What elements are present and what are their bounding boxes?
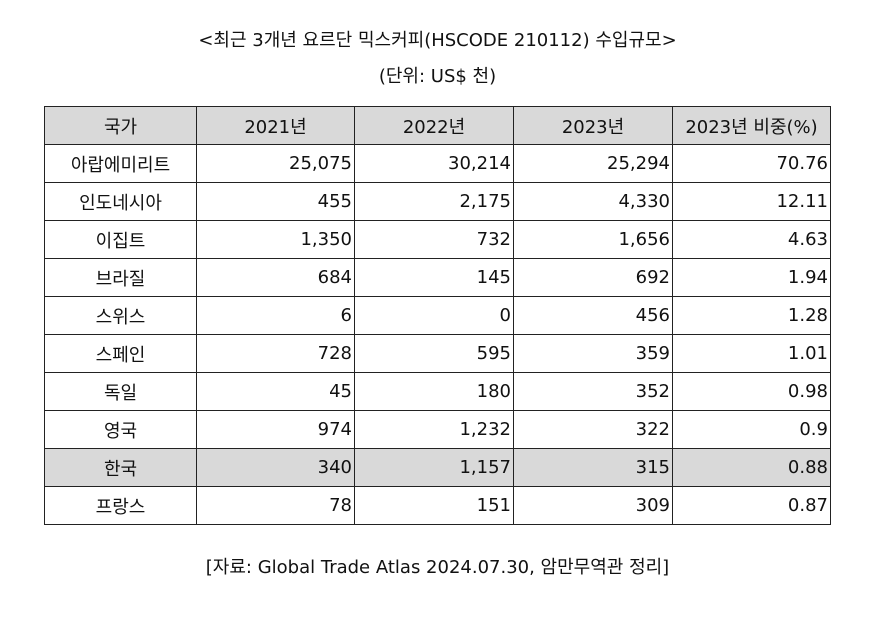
- header-2023: 2023년: [513, 106, 673, 145]
- table-row: 영국 974 1,232 322 0.9: [44, 410, 831, 449]
- import-table: 국가 2021년 2022년 2023년 2023년 비중(%) 아랍에미리트 …: [44, 106, 831, 525]
- value-2023-cell: 322: [513, 410, 673, 449]
- table-row: 프랑스 78 151 309 0.87: [44, 486, 831, 525]
- value-2022-cell: 145: [354, 258, 514, 297]
- country-cell: 한국: [44, 448, 197, 487]
- value-2023-cell: 692: [513, 258, 673, 297]
- page-title: <최근 3개년 요르단 믹스커피(HSCODE 210112) 수입규모>: [198, 30, 677, 51]
- value-2022-cell: 732: [354, 220, 514, 259]
- value-2021-cell: 684: [196, 258, 355, 297]
- value-2022-cell: 180: [354, 372, 514, 411]
- value-2022-cell: 151: [354, 486, 514, 525]
- header-2021: 2021년: [196, 106, 355, 145]
- table-row: 스위스 6 0 456 1.28: [44, 296, 831, 335]
- table-row: 스페인 728 595 359 1.01: [44, 334, 831, 373]
- value-2021-cell: 25,075: [196, 144, 355, 183]
- value-2021-cell: 728: [196, 334, 355, 373]
- value-2023-cell: 456: [513, 296, 673, 335]
- value-2021-cell: 6: [196, 296, 355, 335]
- value-2022-cell: 2,175: [354, 182, 514, 221]
- value-2023-cell: 1,656: [513, 220, 673, 259]
- unit-caption: (단위: US$ 천): [378, 66, 497, 87]
- share-cell: 0.98: [672, 372, 831, 411]
- value-2023-cell: 352: [513, 372, 673, 411]
- table-row: 아랍에미리트 25,075 30,214 25,294 70.76: [44, 144, 831, 183]
- value-2023-cell: 309: [513, 486, 673, 525]
- value-2021-cell: 974: [196, 410, 355, 449]
- value-2022-cell: 1,157: [354, 448, 514, 487]
- value-2022-cell: 595: [354, 334, 514, 373]
- country-cell: 아랍에미리트: [44, 144, 197, 183]
- table-header-row: 국가 2021년 2022년 2023년 2023년 비중(%): [44, 106, 831, 145]
- header-share-2023: 2023년 비중(%): [672, 106, 831, 145]
- country-cell: 스페인: [44, 334, 197, 373]
- share-cell: 0.87: [672, 486, 831, 525]
- value-2022-cell: 1,232: [354, 410, 514, 449]
- country-cell: 인도네시아: [44, 182, 197, 221]
- value-2021-cell: 340: [196, 448, 355, 487]
- share-cell: 4.63: [672, 220, 831, 259]
- country-cell: 독일: [44, 372, 197, 411]
- share-cell: 70.76: [672, 144, 831, 183]
- value-2023-cell: 359: [513, 334, 673, 373]
- value-2021-cell: 455: [196, 182, 355, 221]
- value-2022-cell: 0: [354, 296, 514, 335]
- country-cell: 이집트: [44, 220, 197, 259]
- value-2021-cell: 45: [196, 372, 355, 411]
- table-row: 브라질 684 145 692 1.94: [44, 258, 831, 297]
- share-cell: 0.9: [672, 410, 831, 449]
- table-row: 독일 45 180 352 0.98: [44, 372, 831, 411]
- header-2022: 2022년: [354, 106, 514, 145]
- value-2021-cell: 1,350: [196, 220, 355, 259]
- share-cell: 1.28: [672, 296, 831, 335]
- country-cell: 영국: [44, 410, 197, 449]
- value-2022-cell: 30,214: [354, 144, 514, 183]
- share-cell: 12.11: [672, 182, 831, 221]
- table-row: 이집트 1,350 732 1,656 4.63: [44, 220, 831, 259]
- table-row-highlighted: 한국 340 1,157 315 0.88: [44, 448, 831, 487]
- header-country: 국가: [44, 106, 197, 145]
- source-note: [자료: Global Trade Atlas 2024.07.30, 암만무역…: [205, 557, 670, 578]
- value-2021-cell: 78: [196, 486, 355, 525]
- table-row: 인도네시아 455 2,175 4,330 12.11: [44, 182, 831, 221]
- value-2023-cell: 25,294: [513, 144, 673, 183]
- value-2023-cell: 4,330: [513, 182, 673, 221]
- country-cell: 스위스: [44, 296, 197, 335]
- share-cell: 1.94: [672, 258, 831, 297]
- value-2023-cell: 315: [513, 448, 673, 487]
- country-cell: 프랑스: [44, 486, 197, 525]
- share-cell: 0.88: [672, 448, 831, 487]
- share-cell: 1.01: [672, 334, 831, 373]
- country-cell: 브라질: [44, 258, 197, 297]
